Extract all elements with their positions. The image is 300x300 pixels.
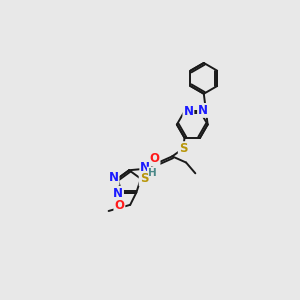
Text: H: H xyxy=(148,167,157,178)
Text: N: N xyxy=(109,172,118,184)
Text: S: S xyxy=(179,142,187,155)
Text: N: N xyxy=(140,160,150,174)
Text: N: N xyxy=(113,187,123,200)
Text: O: O xyxy=(114,199,124,212)
Text: O: O xyxy=(149,152,160,165)
Text: N: N xyxy=(183,105,194,118)
Text: N: N xyxy=(198,104,208,117)
Text: S: S xyxy=(140,172,148,185)
